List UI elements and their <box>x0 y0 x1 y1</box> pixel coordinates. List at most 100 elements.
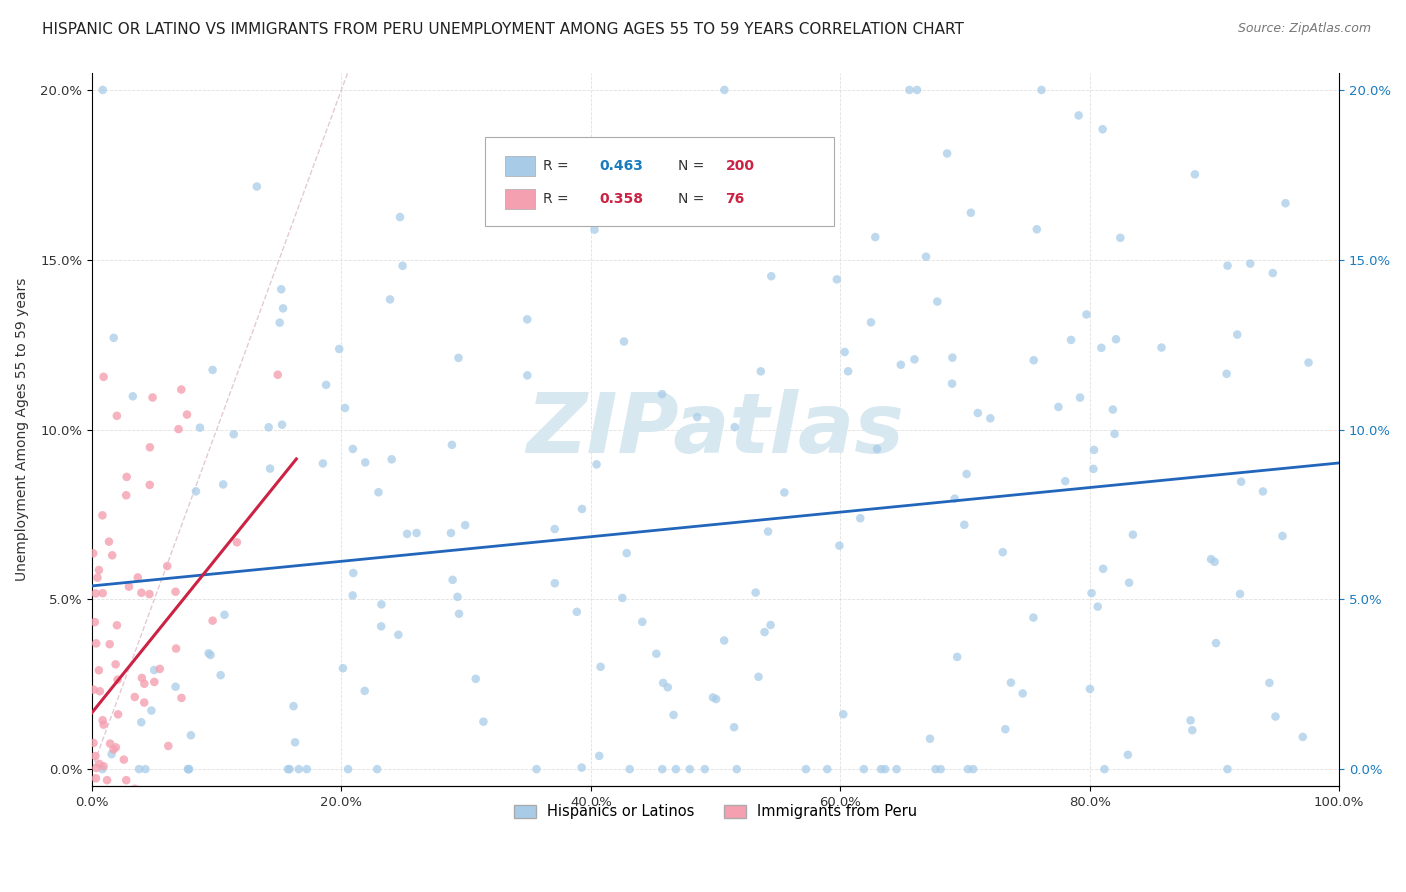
Point <box>1011 686 1033 700</box>
Point <box>924 762 946 776</box>
Point <box>104 847 127 861</box>
Point <box>170 690 193 705</box>
Point <box>941 376 963 391</box>
Point <box>370 598 392 612</box>
Point <box>585 458 607 472</box>
Point <box>744 585 766 599</box>
Text: R =: R = <box>544 192 569 206</box>
Point <box>488 150 510 164</box>
Point <box>1216 762 1239 776</box>
Point <box>201 363 224 377</box>
Point <box>1180 714 1202 728</box>
Point <box>312 457 335 471</box>
Text: 0.463: 0.463 <box>599 159 644 173</box>
Point <box>179 762 201 776</box>
Point <box>589 660 612 674</box>
Point <box>84 636 107 650</box>
Point <box>138 478 160 492</box>
Point <box>176 408 198 422</box>
Point <box>97 784 120 798</box>
Point <box>941 351 963 365</box>
Point <box>89 684 111 698</box>
Bar <box>505 156 534 176</box>
Point <box>927 294 949 309</box>
Point <box>516 368 538 383</box>
Y-axis label: Unemployment Among Ages 55 to 59 years: Unemployment Among Ages 55 to 59 years <box>15 278 30 582</box>
Point <box>865 230 887 244</box>
Point <box>105 409 128 423</box>
Point <box>724 420 747 434</box>
Point <box>165 641 187 656</box>
Point <box>873 762 896 776</box>
Point <box>200 847 222 861</box>
Point <box>86 797 108 811</box>
Point <box>87 563 110 577</box>
Point <box>747 670 769 684</box>
Point <box>832 707 855 722</box>
Point <box>613 334 636 349</box>
Point <box>93 847 115 861</box>
Point <box>526 762 548 776</box>
Point <box>354 455 377 469</box>
Point <box>464 672 486 686</box>
Point <box>1031 83 1053 97</box>
Point <box>991 545 1014 559</box>
Point <box>267 368 290 382</box>
Point <box>271 301 294 316</box>
Text: 200: 200 <box>725 159 755 173</box>
Point <box>679 762 702 776</box>
Text: N =: N = <box>678 159 704 173</box>
Point <box>127 570 149 584</box>
Point <box>139 441 162 455</box>
Point <box>903 352 925 367</box>
Point <box>97 534 120 549</box>
Point <box>84 808 107 822</box>
Point <box>209 668 232 682</box>
Point <box>929 762 952 776</box>
Point <box>662 708 685 723</box>
Point <box>84 586 107 600</box>
Point <box>96 773 118 788</box>
Point <box>118 580 141 594</box>
Point <box>962 762 984 776</box>
Point <box>1230 475 1253 489</box>
Point <box>890 358 912 372</box>
Point <box>723 720 745 734</box>
Point <box>960 206 983 220</box>
Point <box>454 518 477 533</box>
Point <box>91 83 114 97</box>
Point <box>107 847 129 861</box>
Point <box>1150 341 1173 355</box>
Point <box>1076 308 1098 322</box>
Point <box>828 539 851 553</box>
Point <box>1258 676 1281 690</box>
Point <box>387 628 409 642</box>
Point <box>342 589 364 603</box>
Point <box>115 488 138 502</box>
Point <box>103 331 125 345</box>
Point <box>1216 259 1239 273</box>
Point <box>107 707 129 722</box>
Point <box>259 461 281 475</box>
Point <box>128 762 150 776</box>
Point <box>277 762 299 776</box>
Point <box>886 762 908 776</box>
Point <box>115 773 138 788</box>
Point <box>342 442 364 456</box>
Point <box>333 401 356 415</box>
Point <box>370 619 392 633</box>
Point <box>91 586 114 600</box>
Point <box>472 714 495 729</box>
Point <box>516 312 538 326</box>
Point <box>1090 341 1112 355</box>
Point <box>337 762 360 776</box>
Point <box>583 223 606 237</box>
Point <box>1087 599 1109 614</box>
Point <box>571 760 593 774</box>
Point <box>446 590 468 604</box>
Point <box>1251 484 1274 499</box>
Point <box>138 587 160 601</box>
Point <box>278 762 301 776</box>
Point <box>222 427 245 442</box>
Point <box>98 737 121 751</box>
